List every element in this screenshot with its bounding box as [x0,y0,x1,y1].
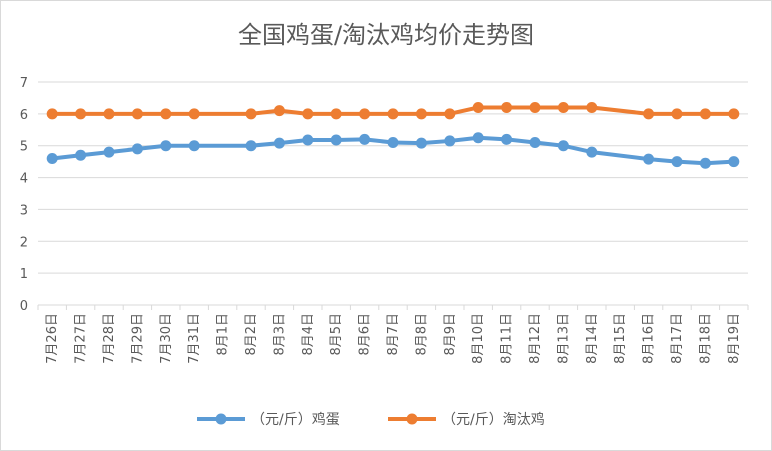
data-point [415,108,427,120]
series-group [46,101,740,169]
data-point [699,108,711,120]
y-tick-label: 1 [20,267,28,282]
data-point [728,108,740,120]
data-point [160,140,172,152]
x-tick-label: 8月16日 [642,313,657,364]
data-point [529,137,541,149]
data-point [387,137,399,149]
data-point [75,149,87,161]
x-tick-label: 8月4日 [301,313,316,356]
data-point [643,108,655,120]
series-culled-hen [46,101,740,120]
data-point [728,156,740,168]
y-tick-label: 2 [20,235,28,250]
x-tick-label: 7月27日 [74,313,89,364]
y-tick-label: 0 [20,299,28,314]
x-axis-ticks: 7月26日 7月27日 7月28日 7月29日 7月30日 7月31日 8月1日 8月2日 8月… [37,305,749,364]
data-point [330,134,342,146]
data-point [444,108,456,120]
data-point [302,108,314,120]
legend-swatch-marker [215,413,227,425]
x-tick-label: 7月29日 [130,313,145,364]
x-tick-label: 7月26日 [45,313,60,364]
x-tick-label: 8月18日 [698,313,713,364]
y-tick-label: 6 [20,108,28,123]
x-tick-label: 8月15日 [613,313,628,364]
x-tick-label: 8月19日 [727,313,742,364]
data-point [699,157,711,169]
x-tick-label: 8月14日 [585,313,600,364]
data-point [330,108,342,120]
x-tick-label: 8月5日 [329,313,344,356]
x-tick-label: 8月17日 [670,313,685,364]
chart-title: 全国鸡蛋/淘汰鸡均价走势图 [238,21,534,49]
data-point [46,108,58,120]
x-tick-label: 8月12日 [528,313,543,364]
series-egg [46,132,740,169]
x-tick-label: 8月8日 [414,313,429,356]
y-tick-label: 4 [20,172,28,187]
data-point [359,108,371,120]
data-point [245,140,257,152]
data-point [671,108,683,120]
legend: （元/斤）鸡蛋 （元/斤）淘汰鸡 [197,411,545,428]
data-point [643,153,655,165]
y-tick-label: 3 [20,203,28,218]
data-point [188,140,200,152]
data-point [557,140,569,152]
data-point [557,101,569,113]
x-tick-label: 8月6日 [358,313,373,356]
x-tick-label: 8月11日 [500,313,515,364]
x-tick-label: 8月3日 [272,313,287,356]
data-point [302,134,314,146]
data-point [131,143,143,155]
data-point [529,101,541,113]
data-point [671,156,683,168]
data-point [131,108,143,120]
data-point [188,108,200,120]
x-tick-label: 8月1日 [216,313,231,356]
x-tick-label: 8月2日 [244,313,259,356]
x-tick-label: 8月13日 [556,313,571,364]
x-tick-label: 8月7日 [386,313,401,356]
y-tick-label: 7 [20,76,28,91]
data-point [273,105,285,117]
data-point [586,101,598,113]
data-point [472,101,484,113]
data-point [415,137,427,149]
data-point [245,108,257,120]
data-point [501,101,513,113]
data-point [273,137,285,149]
data-point [586,146,598,158]
data-point [387,108,399,120]
x-tick-label: 7月28日 [102,313,117,364]
legend-label: （元/斤）鸡蛋 [251,411,340,428]
x-tick-label: 8月10日 [471,313,486,364]
legend-swatch-marker [406,413,418,425]
data-point [444,135,456,147]
x-tick-label: 7月30日 [159,313,174,364]
x-tick-label: 8月9日 [443,313,458,356]
x-tick-label: 7月31日 [187,313,202,364]
y-tick-label: 5 [20,140,28,155]
data-point [46,152,58,164]
data-point [103,108,115,120]
data-point [501,133,513,145]
data-point [103,146,115,158]
data-point [359,133,371,145]
y-axis-ticks: 0 1 2 3 4 5 6 7 [20,76,28,314]
data-point [75,108,87,120]
data-point [160,108,172,120]
legend-label: （元/斤）淘汰鸡 [442,411,545,428]
data-point [472,132,484,144]
